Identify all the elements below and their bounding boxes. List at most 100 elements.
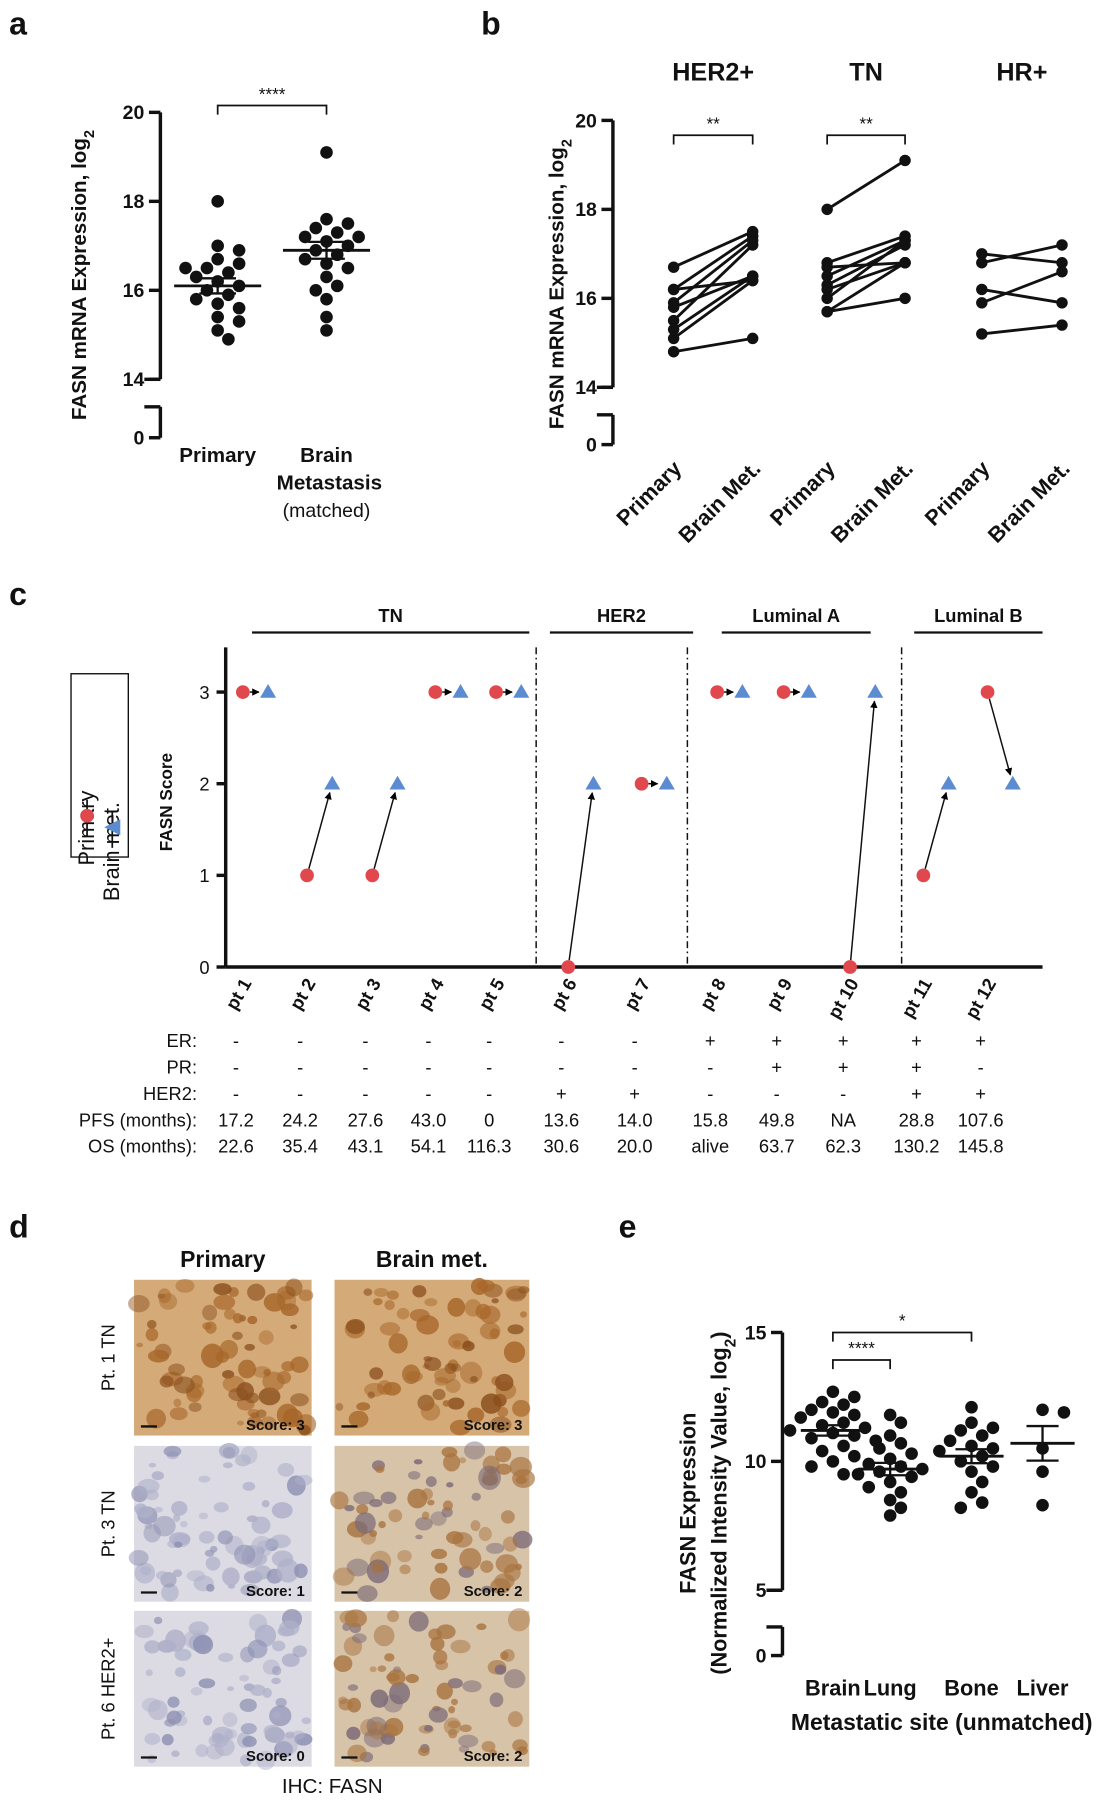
cell-texture (201, 1343, 224, 1369)
x-tick-label: Bone (944, 1676, 998, 1701)
x-tick-label: pt 6 (546, 975, 580, 1014)
cell-texture (367, 1391, 375, 1399)
cell-texture (258, 1330, 274, 1345)
pair-line (981, 288, 1063, 305)
data-point (899, 292, 911, 305)
table-cell: - (233, 1083, 239, 1104)
table-cell: 63.7 (759, 1136, 795, 1157)
data-point (667, 323, 680, 336)
significance-label: ** (706, 114, 720, 134)
label-part: (Normalized Intensity Value, log (706, 1347, 731, 1675)
cell-texture (344, 1609, 367, 1628)
x-tick-label: pt 9 (762, 975, 796, 1014)
cell-texture (145, 1328, 159, 1342)
y-tick-label: 0 (756, 1645, 767, 1667)
cell-texture (219, 1339, 239, 1359)
pair-line (981, 243, 1063, 265)
table-row-label: PR: (166, 1057, 197, 1078)
table-cell: 27.6 (348, 1109, 384, 1130)
cell-texture (377, 1380, 392, 1395)
data-point (905, 1470, 918, 1484)
group-title: Luminal A (752, 605, 840, 626)
data-point (975, 1496, 989, 1509)
table-cell: 20.0 (617, 1136, 653, 1157)
cell-texture (491, 1298, 499, 1304)
data-point (330, 279, 344, 293)
cell-texture (251, 1516, 271, 1534)
cell-texture (279, 1620, 300, 1636)
cell-texture (159, 1375, 174, 1388)
group-title: TN (849, 58, 883, 86)
pair-line (826, 239, 906, 300)
table-cell: alive (691, 1136, 729, 1157)
cell-texture (173, 1398, 182, 1408)
cell-texture (500, 1651, 509, 1660)
cell-texture (452, 1340, 461, 1348)
cell-texture (517, 1746, 528, 1756)
table-row-label: HER2: (143, 1083, 197, 1104)
cell-texture (344, 1504, 355, 1512)
cell-texture (222, 1712, 238, 1727)
data-point (837, 1467, 850, 1481)
data-point (805, 1460, 818, 1473)
cell-texture (434, 1376, 449, 1386)
cell-texture (330, 1491, 349, 1510)
data-point (232, 257, 246, 270)
cell-texture (172, 1569, 183, 1577)
table-cell: - (233, 1057, 239, 1078)
cell-texture (147, 1754, 157, 1764)
cell-texture (145, 1669, 153, 1677)
table-cell: + (771, 1057, 782, 1078)
cell-texture (161, 1734, 174, 1746)
cell-texture (462, 1680, 482, 1693)
data-point (667, 314, 680, 327)
cell-texture (486, 1542, 505, 1554)
cell-texture (504, 1669, 526, 1689)
cell-texture (421, 1511, 430, 1520)
cell-texture (360, 1530, 376, 1545)
cell-texture (171, 1750, 180, 1758)
data-point (976, 283, 988, 296)
cell-texture (282, 1408, 303, 1428)
cell-texture (502, 1536, 518, 1552)
significance-label: ** (859, 114, 873, 134)
data-point (837, 1398, 850, 1411)
panel-letter: d (9, 1208, 29, 1244)
data-point (1056, 239, 1068, 251)
cell-texture (161, 1583, 179, 1602)
data-point (965, 1465, 978, 1478)
table-cell: + (705, 1030, 716, 1051)
data-point (330, 226, 344, 239)
table-cell: 30.6 (544, 1136, 580, 1157)
cell-texture (298, 1289, 314, 1302)
cell-texture (490, 1578, 511, 1594)
cell-texture (227, 1686, 235, 1691)
cell-texture (489, 1416, 512, 1433)
x-tick-label: Liver (1017, 1676, 1070, 1701)
pair-line (981, 252, 1063, 265)
cell-texture (301, 1717, 311, 1725)
data-point (851, 1467, 865, 1481)
label-part: 2 (722, 1339, 739, 1347)
cell-texture (294, 1563, 308, 1579)
table-cell: + (975, 1030, 986, 1051)
data-point (915, 1462, 929, 1476)
cell-texture (290, 1356, 309, 1373)
y-tick-label: 15 (745, 1322, 767, 1344)
panel-letter: e (619, 1208, 637, 1244)
cell-texture (356, 1504, 369, 1515)
significance-bracket (216, 104, 328, 115)
y-tick-label: 0 (199, 957, 209, 978)
primary-point (843, 960, 857, 974)
cell-texture (408, 1611, 429, 1632)
cell-texture (417, 1394, 435, 1412)
cell-texture (240, 1754, 252, 1767)
y-tick-label: 0 (134, 428, 145, 450)
cell-texture (280, 1303, 299, 1317)
table-cell: - (632, 1057, 638, 1078)
cell-texture (481, 1740, 496, 1753)
cell-texture (478, 1526, 492, 1542)
cell-texture (291, 1730, 306, 1740)
cell-texture (476, 1623, 487, 1631)
label-line: Liver (1017, 1676, 1070, 1701)
